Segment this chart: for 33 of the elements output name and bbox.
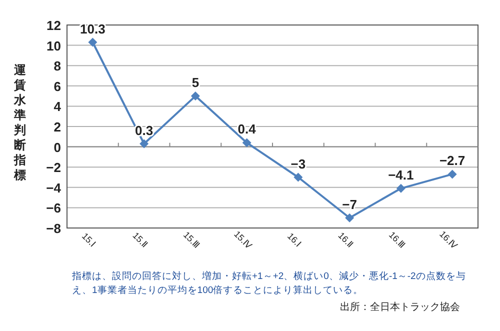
text: 出所：全日本トラック協会 xyxy=(340,301,460,313)
y-tick-label: −2 xyxy=(46,160,61,176)
point xyxy=(448,170,457,179)
data-label: −3 xyxy=(290,156,306,172)
y-tick-label: 8 xyxy=(54,58,61,74)
point xyxy=(396,184,406,193)
point xyxy=(140,139,149,148)
y-tick-label: −6 xyxy=(46,200,61,216)
point xyxy=(88,38,98,47)
y-tick-label: −8 xyxy=(46,221,61,236)
point xyxy=(242,138,252,148)
y-tick-label: 6 xyxy=(54,78,61,94)
point xyxy=(190,92,200,101)
x-tick-label: 16.Ⅱ xyxy=(336,230,356,250)
point xyxy=(294,172,303,182)
y-tick-label: 2 xyxy=(54,120,61,134)
x-tick-label: 15.Ⅰ xyxy=(80,230,98,249)
y-tick-label: 10 xyxy=(46,38,61,54)
data-label: 5 xyxy=(192,75,200,90)
y-axis-title: 運賃水準判断指標 xyxy=(13,63,27,182)
y-tick-label: 0 xyxy=(54,140,61,155)
point xyxy=(345,213,354,222)
x-tick-label: 15.Ⅱ xyxy=(130,230,150,250)
y-tick-label: −4 xyxy=(46,180,62,196)
data-label: −2.7 xyxy=(439,153,466,168)
y-tick-label: 4 xyxy=(54,99,62,114)
data-label: 0.4 xyxy=(238,122,257,137)
x-tick-label: 16.Ⅰ xyxy=(285,230,304,249)
data-label: 10.3 xyxy=(80,21,106,36)
text: 指標は、設問の回答に対し、増加・好転+1～+2、横ばい0、減少・悪化-1～-2の点数を与え、1事業者当たりの平均を100倍することにより算出している。 xyxy=(71,270,466,296)
data-label: −7 xyxy=(342,196,357,212)
y-tick-label: 12 xyxy=(46,18,61,33)
data-label: −4.1 xyxy=(388,167,414,182)
